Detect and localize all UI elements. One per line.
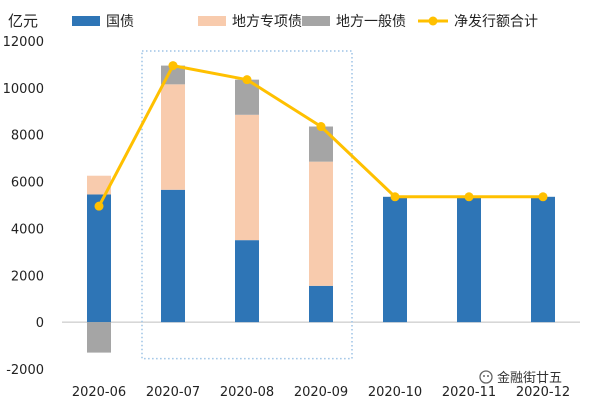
bar-segment: [309, 161, 333, 286]
y-tick-label: 10000: [3, 82, 44, 97]
y-tick-label: 0: [36, 316, 44, 331]
bar-segment: [87, 322, 111, 353]
bars: [87, 65, 555, 353]
watermark-text: 金融街廿五: [497, 370, 562, 386]
legend-swatch: [198, 16, 226, 26]
total-line: [94, 61, 548, 211]
y-tick-label: 4000: [11, 222, 44, 237]
bar-segment: [87, 194, 111, 323]
legend-label: 净发行额合计: [454, 14, 538, 30]
total-line-point: [316, 122, 326, 132]
legend-label: 国债: [106, 14, 134, 30]
legend-swatch: [302, 16, 330, 26]
y-tick-label: -2000: [6, 363, 44, 378]
wechat-icon-dot: [487, 375, 489, 377]
x-tick-label: 2020-12: [516, 385, 570, 400]
wechat-icon-dot: [483, 375, 485, 377]
total-line-point: [464, 192, 474, 202]
total-line-point: [390, 192, 400, 202]
y-axis: -2000 0 2000 4000 6000 8000 10000 12000: [3, 35, 580, 378]
y-tick-label: 2000: [11, 269, 44, 284]
bar-segment: [383, 196, 407, 323]
legend-marker: [428, 16, 438, 26]
total-line-point: [538, 192, 548, 202]
total-line-point: [94, 201, 104, 211]
y-tick-label: 6000: [11, 176, 44, 191]
legend-label: 地方专项债: [232, 14, 302, 30]
y-tick-label: 12000: [3, 35, 44, 50]
wechat-icon: [479, 370, 493, 384]
highlight-box: [141, 50, 353, 360]
bar-segment: [161, 84, 185, 190]
x-tick-label: 2020-08: [220, 385, 274, 400]
bar-segment: [457, 196, 481, 323]
highlight-rect: [141, 50, 353, 360]
legend-swatch: [72, 16, 100, 26]
bar-segment: [235, 114, 259, 241]
x-tick-label: 2020-09: [294, 385, 348, 400]
x-tick-label: 2020-10: [368, 385, 422, 400]
legend-label: 地方一般债: [336, 14, 406, 30]
bar-segment: [309, 285, 333, 323]
total-line-point: [168, 61, 178, 71]
x-tick-label: 2020-07: [146, 385, 200, 400]
bar-segment: [161, 189, 185, 323]
legend: 国债 地方专项债 地方一般债 净发行额合计: [72, 14, 538, 30]
bar-segment: [235, 240, 259, 323]
total-line-point: [242, 75, 252, 85]
x-tick-label: 2020-11: [442, 385, 496, 400]
bar-segment: [309, 126, 333, 162]
bar-segment: [87, 175, 111, 195]
x-tick-label: 2020-06: [72, 385, 126, 400]
watermark: 金融街廿五: [479, 370, 562, 386]
unit-label: 亿元: [8, 12, 38, 30]
y-tick-label: 8000: [11, 129, 44, 144]
bar-segment: [531, 196, 555, 323]
x-axis: 2020-06 2020-07 2020-08 2020-09 2020-10 2020-…: [72, 385, 570, 400]
